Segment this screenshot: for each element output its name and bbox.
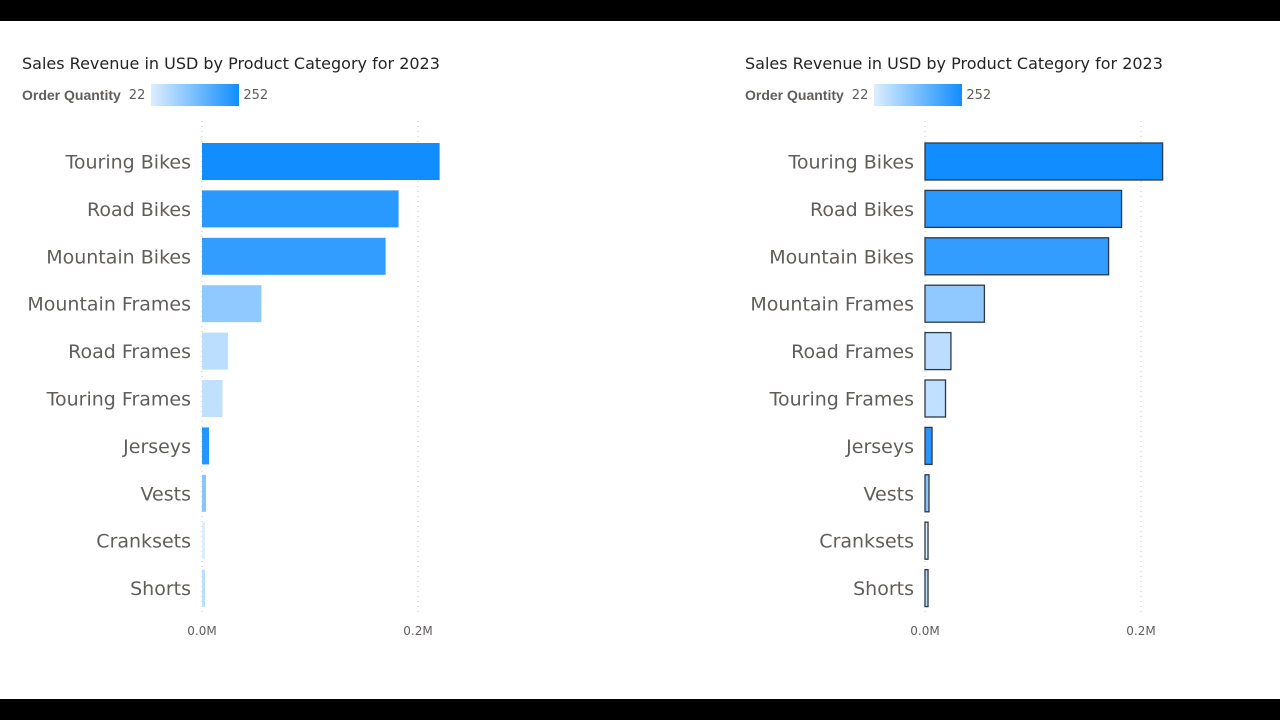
color-legend: Order Quantity 22 252 bbox=[22, 84, 268, 106]
bar[interactable] bbox=[924, 568, 929, 608]
chart-title: Sales Revenue in USD by Product Category… bbox=[22, 54, 440, 73]
bar[interactable] bbox=[202, 427, 210, 465]
x-tick-label: 0.2M bbox=[403, 624, 432, 638]
bar[interactable] bbox=[202, 237, 386, 275]
category-label: Mountain Bikes bbox=[769, 246, 914, 268]
bar[interactable] bbox=[924, 474, 930, 513]
x-tick-label: 0.0M bbox=[910, 624, 939, 638]
report-canvas: Sales Revenue in USD by Product Category… bbox=[0, 21, 1280, 699]
bar[interactable] bbox=[202, 522, 206, 560]
legend-min: 22 bbox=[851, 87, 869, 103]
category-label: Touring Bikes bbox=[787, 152, 914, 174]
bar[interactable] bbox=[202, 285, 262, 323]
legend-max: 252 bbox=[966, 87, 992, 103]
category-label: Road Frames bbox=[791, 341, 914, 363]
bar[interactable] bbox=[202, 190, 399, 228]
legend-gradient bbox=[151, 84, 240, 106]
category-label: Jerseys bbox=[122, 436, 191, 458]
category-label: Vests bbox=[864, 483, 914, 505]
bar[interactable] bbox=[202, 474, 206, 512]
bar[interactable] bbox=[202, 143, 440, 180]
x-tick-label: 0.2M bbox=[1126, 624, 1155, 638]
category-label: Mountain Frames bbox=[750, 294, 914, 316]
category-label: Road Bikes bbox=[87, 199, 191, 221]
legend-max: 252 bbox=[243, 87, 269, 103]
category-label: Road Frames bbox=[68, 341, 191, 363]
bar[interactable] bbox=[202, 569, 206, 607]
legend-title: Order Quantity bbox=[745, 87, 844, 103]
category-label: Touring Bikes bbox=[64, 152, 191, 174]
category-label: Mountain Frames bbox=[27, 294, 191, 316]
category-label: Cranksets bbox=[819, 531, 914, 553]
category-label: Jerseys bbox=[845, 436, 914, 458]
category-label: Touring Frames bbox=[769, 389, 914, 411]
bar[interactable] bbox=[924, 331, 952, 371]
category-label: Vests bbox=[141, 483, 191, 505]
bar[interactable] bbox=[924, 284, 986, 323]
bar[interactable] bbox=[924, 521, 929, 560]
chart-panel-left[interactable]: Sales Revenue in USD by Product Category… bbox=[0, 21, 640, 699]
category-label: Shorts bbox=[130, 578, 191, 600]
category-label: Mountain Bikes bbox=[46, 246, 191, 268]
x-tick-label: 0.0M bbox=[187, 624, 216, 638]
legend-min: 22 bbox=[128, 87, 146, 103]
bar-chart-right: 0.0M 0.2M Touring Bikes Road Bikes Mountain … bbox=[750, 121, 1164, 638]
bar-chart-left: 0.0M 0.2M Touring Bikes Road Bikes Mountain … bbox=[27, 121, 440, 638]
chart-panel-right[interactable]: Sales Revenue in USD by Product Category… bbox=[723, 21, 1280, 699]
category-label: Cranksets bbox=[96, 531, 191, 553]
legend-gradient bbox=[874, 84, 963, 106]
legend-title: Order Quantity bbox=[22, 87, 121, 103]
category-label: Road Bikes bbox=[810, 199, 914, 221]
bar[interactable] bbox=[202, 380, 223, 417]
chart-title: Sales Revenue in USD by Product Category… bbox=[745, 54, 1163, 73]
bar[interactable] bbox=[924, 426, 933, 466]
color-legend: Order Quantity 22 252 bbox=[745, 84, 991, 106]
bar[interactable] bbox=[924, 142, 1164, 181]
bar[interactable] bbox=[924, 189, 1123, 229]
bar[interactable] bbox=[924, 237, 1110, 276]
category-label: Shorts bbox=[853, 578, 914, 600]
bar[interactable] bbox=[202, 332, 228, 370]
category-label: Touring Frames bbox=[46, 389, 191, 411]
bar[interactable] bbox=[924, 379, 947, 418]
